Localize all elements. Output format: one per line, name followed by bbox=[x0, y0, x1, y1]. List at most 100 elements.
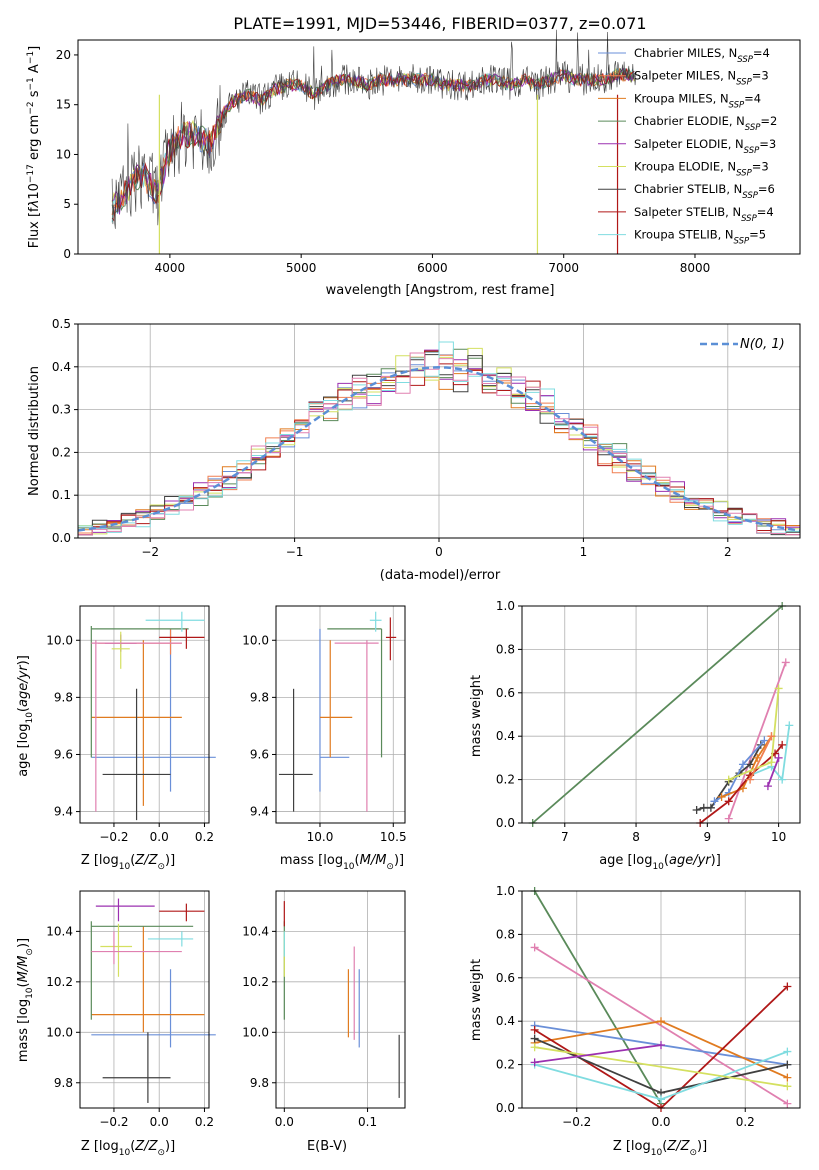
weight-marker bbox=[692, 805, 701, 814]
spectrum-ytick-label: 20 bbox=[56, 48, 71, 62]
weight-age-xlabel: age [log10(age/yr)] bbox=[599, 853, 721, 872]
weight-marker bbox=[699, 803, 708, 812]
spectrum-ytick-label: 5 bbox=[63, 197, 71, 211]
weight-marker bbox=[724, 814, 733, 823]
normal-legend-label: N(0, 1) bbox=[740, 337, 785, 352]
weight-marker bbox=[783, 1099, 792, 1108]
residual-axes-frame bbox=[77, 323, 801, 539]
normal-curve bbox=[77, 366, 801, 532]
weight-marker bbox=[724, 797, 733, 806]
age_vs_mass-ytick-label: 9.4 bbox=[250, 805, 269, 819]
weight-marker bbox=[783, 1073, 792, 1082]
weight-marker bbox=[774, 684, 783, 693]
weight-marker bbox=[778, 740, 787, 749]
weight-marker bbox=[785, 721, 794, 730]
weight_vs_Z-xtick-label: 0.0 bbox=[651, 1115, 670, 1129]
age_vs_mass-xtick-label: 10.0 bbox=[307, 830, 334, 844]
weight-line bbox=[727, 662, 787, 820]
spectrum-xtick-label: 8000 bbox=[680, 261, 711, 275]
residual-ytick-label: 0.0 bbox=[52, 531, 71, 545]
age-mass-xlabel: mass [log10(M/M⊙)] bbox=[280, 853, 404, 872]
mass_vs_ebv-ytick-label: 10.0 bbox=[242, 1025, 269, 1039]
residual-hist-kroupa-miles bbox=[77, 356, 800, 538]
weight-line bbox=[749, 735, 773, 780]
weight-marker bbox=[657, 1017, 665, 1026]
spectrum-xtick-label: 7000 bbox=[548, 261, 579, 275]
weight_vs_Z-ytick-label: 0.6 bbox=[496, 971, 515, 985]
residual-ytick-label: 0.3 bbox=[52, 403, 71, 417]
mass_vs_Z-ytick-label: 9.8 bbox=[54, 1076, 73, 1090]
weight-line bbox=[749, 725, 791, 782]
weight-line bbox=[534, 946, 788, 1105]
mass_vs_ebv-axes-frame bbox=[275, 890, 406, 1109]
mass_vs_Z-xtick-label: 0.0 bbox=[150, 1115, 169, 1129]
age_vs_Z-xtick-label: 0.2 bbox=[195, 830, 214, 844]
spectrum-series-chabrier-stelib bbox=[111, 29, 637, 229]
mass_vs_ebv-ytick-label: 10.4 bbox=[242, 924, 269, 938]
weight_vs_age-xtick-label: 10 bbox=[771, 830, 786, 844]
weight-marker bbox=[767, 732, 776, 741]
weight-marker bbox=[760, 736, 769, 745]
legend-entry: Kroupa MILES, NSSP=4 bbox=[634, 91, 761, 110]
spectrum-ytick-label: 0 bbox=[63, 247, 71, 261]
weight-z-ylabel: mass weight bbox=[469, 959, 484, 1041]
weight-line bbox=[532, 605, 783, 824]
residual-xlabel: (data-model)/error bbox=[380, 568, 501, 583]
legend-entry: Kroupa ELODIE, NSSP=3 bbox=[634, 160, 769, 179]
weight-marker bbox=[783, 1047, 792, 1056]
weight_vs_Z-ytick-label: 0.8 bbox=[496, 927, 515, 941]
legend-entry: Chabrier ELODIE, NSSP=2 bbox=[634, 114, 777, 133]
age_vs_mass-panel: 10.0 10.5 9.4 9.6 9.8 10.0 bbox=[242, 605, 407, 844]
weight_vs_age-ytick-label: 0.4 bbox=[496, 729, 515, 743]
age_vs_Z-ytick-label: 10.0 bbox=[46, 633, 73, 647]
age-z-xlabel: Z [log10(Z/Z⊙)] bbox=[81, 853, 175, 872]
weight-marker bbox=[657, 1041, 665, 1050]
weight-marker bbox=[724, 775, 733, 784]
weight_vs_Z-axes-frame bbox=[521, 890, 801, 1109]
age_vs_mass-ytick-label: 9.8 bbox=[250, 690, 269, 704]
mass_vs_Z-panel: −0.2 0.0 0.2 9.8 10.0 10.2 10.4 bbox=[46, 890, 216, 1129]
spectrum-ticks: 4000 5000 6000 7000 8000 0 5 10 15 20 bbox=[56, 48, 711, 275]
weight-marker bbox=[778, 775, 787, 784]
figure-title: PLATE=1991, MJD=53446, FIBERID=0377, z=0… bbox=[233, 14, 646, 33]
mass-z-xlabel: Z [log10(Z/Z⊙)] bbox=[81, 1139, 175, 1158]
legend-entry: Salpeter MILES, NSSP=3 bbox=[634, 69, 769, 88]
residual-xtick-label: −2 bbox=[141, 545, 159, 559]
mass_vs_Z-ytick-label: 10.2 bbox=[46, 975, 73, 989]
spectrum-ylabel: Flux [fλ10−17 erg cm−2 s−1 A−1] bbox=[26, 46, 42, 248]
mass_vs_ebv-ytick-label: 9.8 bbox=[250, 1076, 269, 1090]
weight-marker bbox=[746, 760, 755, 769]
residual-ytick-label: 0.1 bbox=[52, 488, 71, 502]
weight-marker bbox=[657, 1095, 665, 1104]
legend-entry: Chabrier STELIB, NSSP=6 bbox=[634, 182, 775, 201]
weight_vs_age-xtick-label: 7 bbox=[561, 830, 569, 844]
mass_vs_ebv-xtick-label: 0.1 bbox=[358, 1115, 377, 1129]
residual-histograms bbox=[77, 341, 800, 538]
weight-line bbox=[767, 757, 780, 787]
age_vs_Z-ytick-label: 9.4 bbox=[54, 805, 73, 819]
spectrum-ytick-label: 15 bbox=[56, 98, 71, 112]
weight_vs_age-ytick-label: 1.0 bbox=[496, 599, 515, 613]
weight-age-ylabel: mass weight bbox=[469, 675, 484, 757]
residual-ylabel: Normed distribution bbox=[27, 366, 42, 496]
age_vs_mass-xtick-label: 10.5 bbox=[380, 830, 407, 844]
age_vs_Z-axes-frame bbox=[79, 605, 210, 824]
weight-marker bbox=[767, 758, 776, 767]
spectrum-xtick-label: 5000 bbox=[286, 261, 317, 275]
age_vs_mass-axes-frame bbox=[275, 605, 406, 824]
weight-line bbox=[533, 890, 662, 1105]
weight-marker bbox=[530, 1025, 539, 1034]
spectrum-xtick-label: 6000 bbox=[417, 261, 448, 275]
weight-marker bbox=[530, 943, 539, 952]
weight-marker bbox=[738, 760, 747, 769]
weight-marker bbox=[530, 1058, 539, 1067]
mass_vs_Z-ytick-label: 10.4 bbox=[46, 924, 73, 938]
spectrum-legend: Chabrier MILES, NSSP=4 Salpeter MILES, NS… bbox=[598, 46, 777, 247]
mass_vs_ebv-ytick-label: 10.2 bbox=[242, 975, 269, 989]
weight-marker bbox=[530, 1043, 539, 1052]
age_vs_mass-ytick-label: 9.6 bbox=[250, 747, 269, 761]
weight-marker bbox=[783, 1060, 792, 1069]
mass_vs_ebv-xtick-label: 0.0 bbox=[275, 1115, 294, 1129]
residual-ytick-label: 0.4 bbox=[52, 360, 71, 374]
